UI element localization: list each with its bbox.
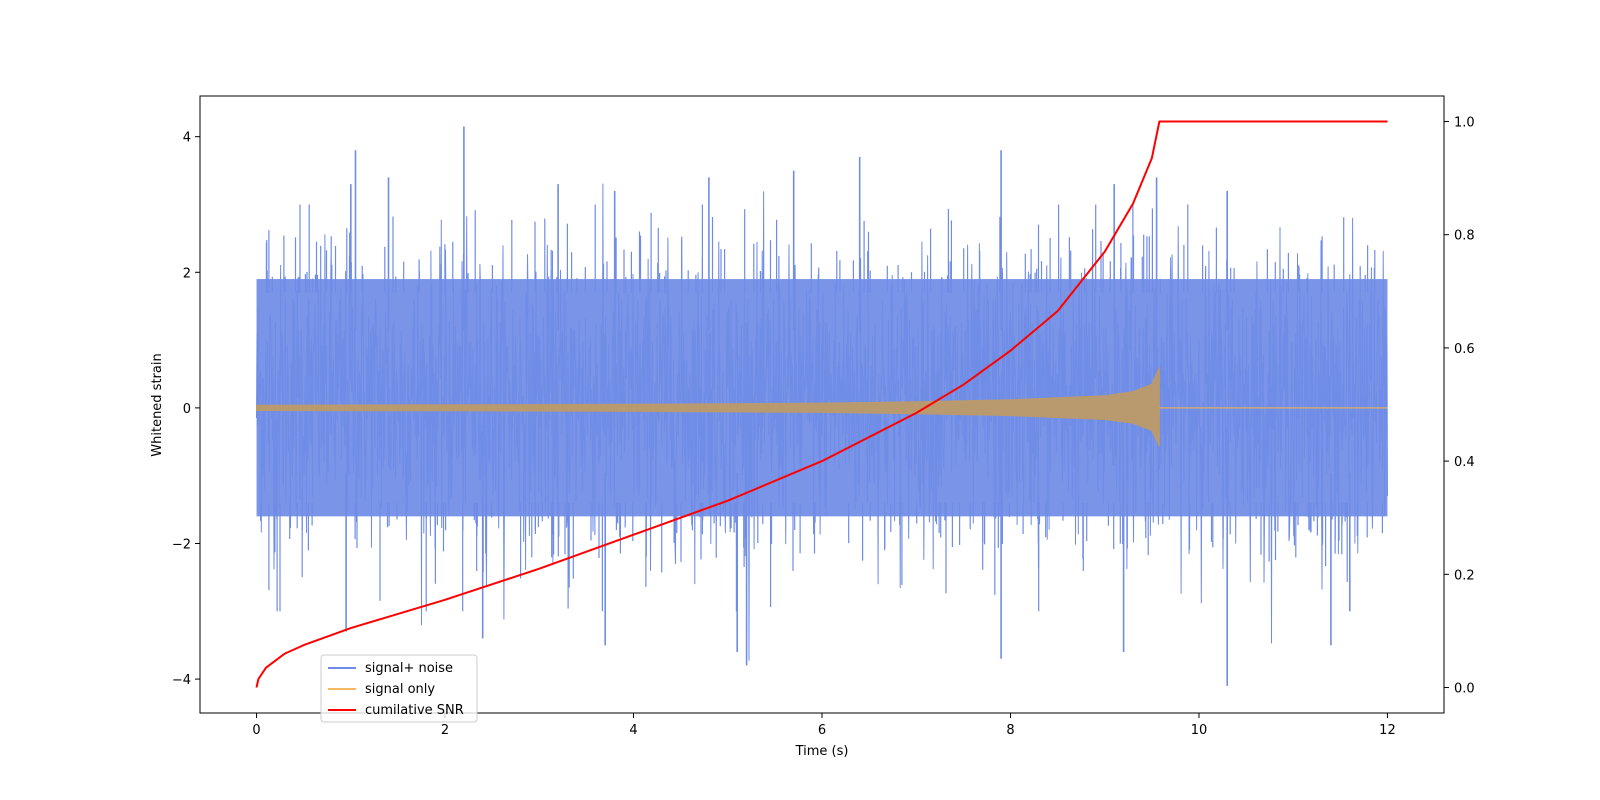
y2-tick-label: 0.4 <box>1454 455 1475 470</box>
y-tick-label: 4 <box>183 131 191 146</box>
y-axis-left: −4 −2 0 2 4 <box>172 131 200 688</box>
legend-label-signal-noise: signal+ noise <box>365 661 453 676</box>
series-signal-noise <box>256 183 1388 661</box>
legend: signal+ noise signal only cumilative SNR <box>320 654 478 723</box>
y-tick-label: −4 <box>172 673 191 688</box>
series-signal-only <box>256 366 1160 447</box>
plot-area <box>255 120 1388 688</box>
y-axis-label: Whitened strain <box>150 353 165 456</box>
y2-tick-label: 0.6 <box>1454 342 1475 357</box>
y-tick-label: 0 <box>183 402 191 417</box>
x-tick-label: 6 <box>818 723 826 738</box>
legend-label-cumulative-snr: cumilative SNR <box>365 703 464 718</box>
y-tick-label: 2 <box>183 266 191 281</box>
y2-tick-label: 1.0 <box>1454 115 1475 130</box>
y2-tick-label: 0.8 <box>1454 229 1475 244</box>
x-tick-label: 2 <box>441 723 449 738</box>
y2-tick-label: 0.2 <box>1454 568 1475 583</box>
y2-tick-label: 0.0 <box>1454 682 1475 697</box>
y-tick-label: −2 <box>172 537 191 552</box>
x-tick-label: 4 <box>629 723 637 738</box>
series-cumulative-snr <box>255 120 1388 688</box>
x-tick-label: 10 <box>1191 723 1208 738</box>
legend-label-signal-only: signal only <box>365 682 435 697</box>
x-tick-label: 8 <box>1006 723 1014 738</box>
x-tick-label: 0 <box>252 723 260 738</box>
legend-box <box>320 654 478 723</box>
x-axis-label: Time (s) <box>795 744 849 759</box>
x-tick-label: 12 <box>1379 723 1396 738</box>
x-axis: 0 2 4 6 8 10 12 <box>252 713 1396 738</box>
y-axis-right: 0.0 0.2 0.4 0.6 0.8 1.0 <box>1444 115 1475 697</box>
